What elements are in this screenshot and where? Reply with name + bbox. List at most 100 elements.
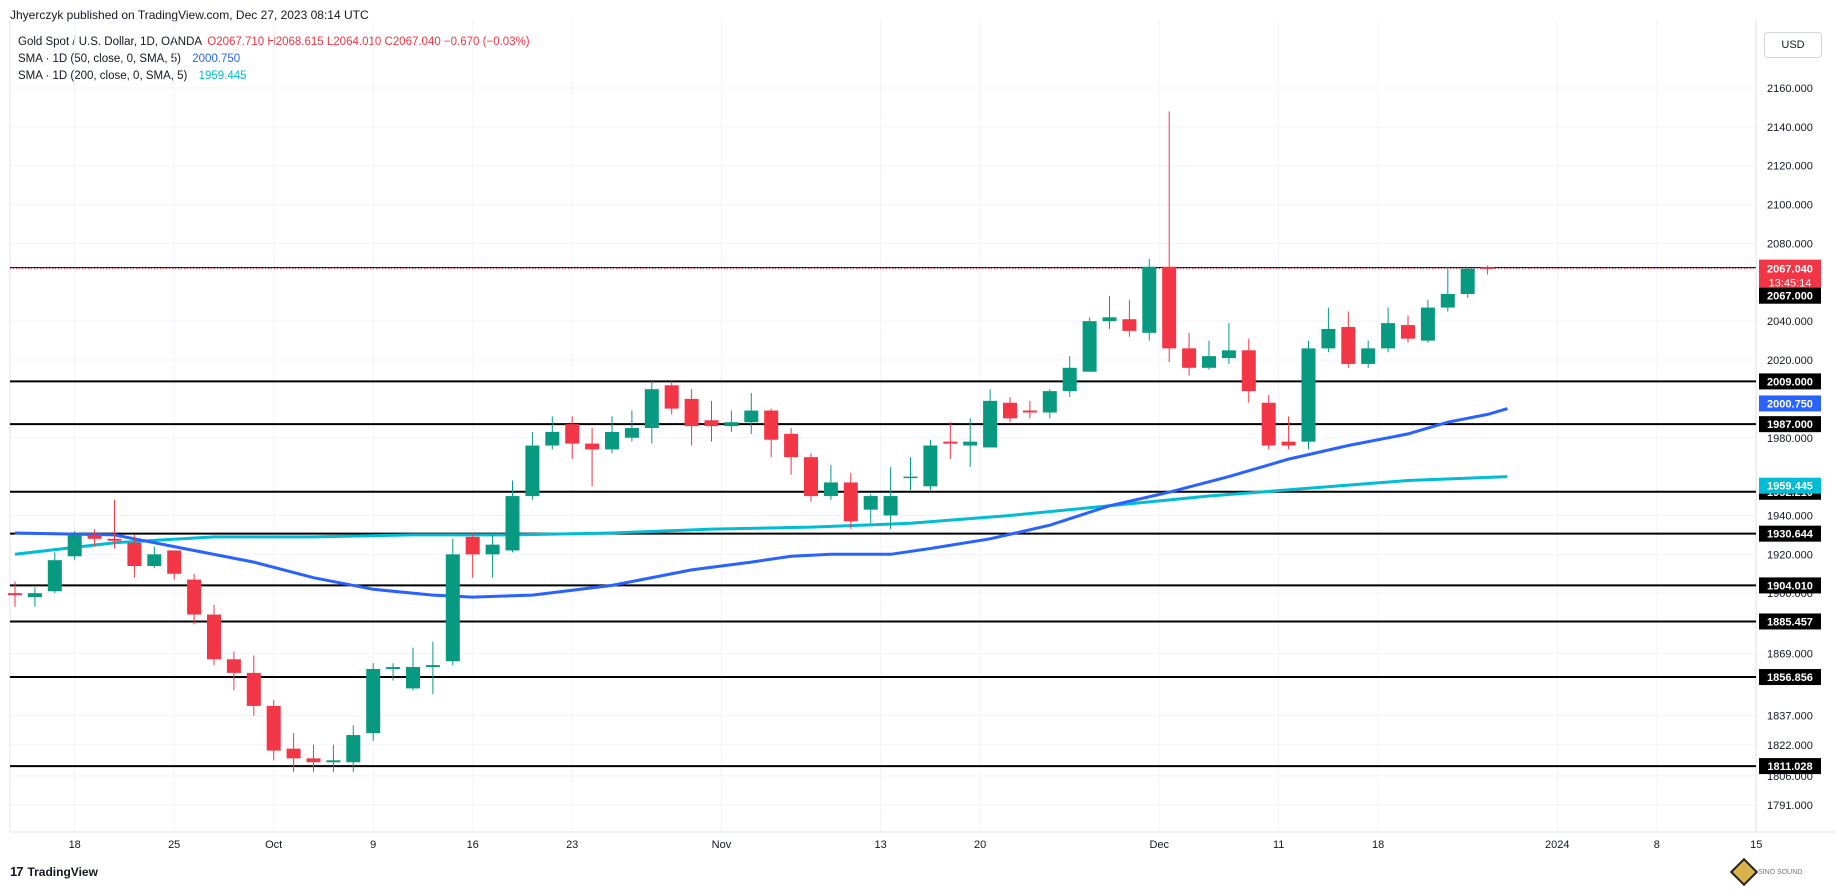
candle-body: [1142, 266, 1157, 333]
level-tag-label: 1856.856: [1767, 672, 1813, 684]
watermark: SINO SOUND: [1729, 857, 1829, 887]
candle-body: [107, 538, 122, 541]
sma50-line: [14, 407, 1508, 599]
candle-body: [983, 400, 998, 448]
candle-body: [147, 554, 162, 566]
x-tick-label: 16: [467, 839, 479, 851]
candle-body: [764, 410, 779, 440]
watermark-text: SINO SOUND: [1758, 868, 1803, 876]
candle-body: [187, 579, 202, 615]
tradingview-logo-icon: 17: [10, 864, 24, 879]
candle-body: [883, 496, 898, 516]
sma200-tag-label: 1959.445: [1767, 481, 1813, 493]
last-price-tag: [1759, 259, 1821, 292]
x-tick-label: 18: [69, 839, 81, 851]
x-tick-label: Dec: [1149, 839, 1169, 851]
candle-body: [286, 748, 301, 759]
candle-body: [1341, 327, 1356, 364]
candle-body: [1261, 402, 1276, 446]
candle-body: [863, 496, 878, 510]
candle-body: [87, 534, 102, 539]
y-tick-label: 1822.000: [1767, 740, 1813, 752]
level-tag: [1759, 669, 1821, 686]
candle-body: [624, 428, 639, 438]
candle-body: [963, 441, 978, 446]
level-tag: [1759, 613, 1821, 630]
level-tag-label: 1930.644: [1767, 529, 1814, 541]
x-tick-label: 2024: [1545, 839, 1569, 851]
legend-sma50-row[interactable]: SMA · 1D (50, close, 0, SMA, 5) 2000.750: [18, 51, 530, 68]
candle-body: [67, 534, 82, 557]
candle-body: [127, 542, 142, 566]
currency-button[interactable]: USD: [1764, 32, 1822, 58]
candle-body: [1082, 321, 1097, 372]
candle-body: [346, 735, 361, 763]
candle-body: [1321, 328, 1336, 349]
sma50-value: 2000.750: [192, 53, 241, 65]
candle-body: [505, 496, 520, 551]
candle-body: [445, 554, 460, 662]
x-tick-label: 25: [168, 839, 180, 851]
candle-body: [485, 544, 500, 555]
candle-body: [386, 667, 401, 669]
ohlc-open: O2067.710: [207, 36, 265, 48]
candle-body: [167, 550, 182, 574]
level-tag-label: 2009.000: [1767, 376, 1813, 388]
candle-body: [1102, 317, 1117, 322]
candle-body: [1042, 391, 1057, 413]
ohlc-change: −0.670 (−0.03%): [443, 36, 530, 48]
level-tag-2067-label: 2067.000: [1767, 291, 1813, 303]
last-price-tag-label: 2067.040: [1767, 264, 1813, 276]
ohlc-high: H2068.615: [267, 36, 324, 48]
candle-body: [8, 593, 22, 596]
candle-body: [1480, 267, 1495, 269]
tradingview-brand[interactable]: 17 TradingView: [10, 864, 98, 879]
level-tag: [1759, 758, 1821, 775]
candle-body: [1281, 441, 1296, 446]
y-tick-label: 1940.000: [1767, 510, 1813, 522]
candle-body: [1182, 348, 1197, 368]
y-tick-label: 1869.000: [1767, 648, 1813, 660]
bar-countdown-label: 13:45:14: [1769, 278, 1812, 290]
candle-body: [326, 760, 341, 763]
symbol-name: Gold Spot / U.S. Dollar, 1D, OANDA: [18, 36, 203, 48]
brand-label: TradingView: [27, 864, 98, 879]
candle-body: [903, 476, 918, 479]
candle-body: [366, 668, 381, 734]
level-tag-2067: [1759, 287, 1821, 304]
x-tick-label: Oct: [265, 839, 282, 851]
candle-body: [425, 665, 440, 668]
candle-body: [47, 560, 62, 592]
level-tag-label: 1811.028: [1767, 761, 1812, 773]
candle-body: [605, 431, 619, 450]
sma50-tag-label: 2000.750: [1767, 398, 1813, 410]
chart-legend: Gold Spot / U.S. Dollar, 1D, OANDA O2067…: [18, 34, 530, 85]
sma200-label: SMA · 1D (200, close, 0, SMA, 5): [18, 70, 188, 82]
y-tick-label: 2040.000: [1767, 316, 1813, 328]
level-tag: [1759, 416, 1821, 433]
publisher-info: Jhyerczyk published on TradingView.com, …: [10, 8, 369, 22]
candle-body: [1022, 410, 1037, 413]
grid-lines: [10, 20, 1757, 832]
legend-symbol-row[interactable]: Gold Spot / U.S. Dollar, 1D, OANDA O2067…: [18, 34, 530, 51]
y-tick-label: 2120.000: [1767, 161, 1813, 173]
y-tick-label: 2100.000: [1767, 200, 1813, 212]
y-tick-label: 1837.000: [1767, 711, 1813, 723]
candle-body: [1361, 348, 1376, 364]
candle-body: [784, 433, 799, 458]
x-tick-label: 20: [974, 839, 986, 851]
candle-body: [1401, 325, 1415, 339]
legend-sma200-row[interactable]: SMA · 1D (200, close, 0, SMA, 5) 1959.44…: [18, 68, 530, 85]
y-tick-label: 2140.000: [1767, 122, 1813, 134]
y-tick-label: 1920.000: [1767, 549, 1813, 561]
x-tick-label: 13: [875, 839, 887, 851]
candle-body: [27, 593, 42, 598]
candle-body: [266, 705, 281, 751]
candle-body: [525, 445, 540, 497]
candle-body: [724, 422, 739, 427]
candle-body: [1202, 356, 1216, 368]
candle-body: [1301, 348, 1316, 442]
candle-body: [1440, 293, 1455, 308]
x-tick-label: 8: [1654, 839, 1660, 851]
